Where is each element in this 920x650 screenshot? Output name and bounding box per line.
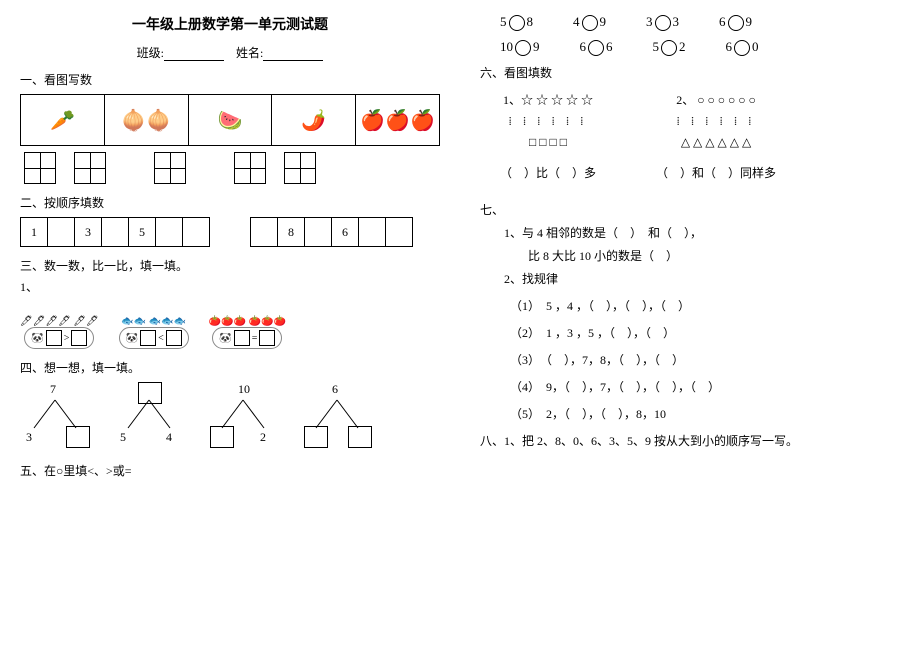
compare-3: 🍅🍅🍅 🍅🍅🍅 🐼= [209, 299, 286, 349]
img-cell: 🧅🧅 [105, 95, 189, 145]
compare-item: 33 [646, 14, 679, 31]
class-label: 班级: [137, 46, 164, 60]
s4-heading: 四、想一想，填一填。 [20, 359, 440, 376]
circle-blank[interactable] [582, 15, 598, 31]
img-cell: 🥕 [21, 95, 105, 145]
s1-heading: 一、看图写数 [20, 71, 440, 88]
number-tree: 73 [20, 382, 90, 452]
seq-cell[interactable]: 8 [278, 218, 305, 246]
s5-row1: 58 49 33 69 [500, 14, 900, 31]
seq-cell[interactable] [386, 218, 412, 246]
seq-table-2: 8 6 [250, 217, 413, 247]
rule-2: （2） 1 ，3 ，5 ，（ ），（ ） [510, 324, 900, 341]
rule-1: （1） 5 ，4 ，（ ），（ ），（ ） [510, 297, 900, 314]
compare-item: 52 [653, 39, 686, 56]
circle-blank[interactable] [588, 40, 604, 56]
section-4: 四、想一想，填一填。 73 54 102 6 [20, 359, 440, 452]
circle-blank[interactable] [661, 40, 677, 56]
seq-cell[interactable] [102, 218, 129, 246]
left-column: 一年级上册数学第一单元测试题 班级: 姓名: 一、看图写数 🥕 🧅🧅 🍉 🌶️ … [0, 0, 460, 650]
circle-blank[interactable] [655, 15, 671, 31]
section-5-heading-row: 五、在○里填<、>或= [20, 462, 440, 479]
seq-cell[interactable] [251, 218, 278, 246]
seq-cell[interactable] [359, 218, 386, 246]
img-cell: 🍉 [189, 95, 273, 145]
name-line: 班级: 姓名: [20, 44, 440, 61]
compare-2: 🐟🐟 🐟🐟🐟 🐼< [119, 299, 189, 349]
seq-cell[interactable] [48, 218, 75, 246]
compare-item: 58 [500, 14, 533, 31]
s6-left: 1、☆ ☆ ☆ ☆ ☆ ⁞ ⁞ ⁞ ⁞ ⁞ ⁞ □ □ □ □ （ ）比（ ）多 [500, 91, 596, 181]
s6-ans1: （ ）比（ ）多 [500, 164, 596, 181]
section-8: 八、1、把 2、8、0、6、3、5、9 按从大到小的顺序写一写。 [480, 432, 900, 449]
seq-table-1: 1 3 5 [20, 217, 210, 247]
seq-cell[interactable]: 6 [332, 218, 359, 246]
image-row: 🥕 🧅🧅 🍉 🌶️ 🍎🍎🍎 [20, 94, 440, 146]
answer-grid[interactable] [284, 152, 316, 184]
s7-q1: 1、与 4 相邻的数是（ ） 和（ ）， [504, 224, 900, 241]
answer-grid[interactable] [24, 152, 56, 184]
seq-cell[interactable]: 1 [21, 218, 48, 246]
s6-ans2: （ ）和（ ）同样多 [656, 164, 776, 181]
s2-heading: 二、按顺序填数 [20, 194, 440, 211]
rule-3: （3） （ ），7，8，（ ），（ ） [510, 351, 900, 368]
number-tree: 6 [302, 382, 372, 452]
page-title: 一年级上册数学第一单元测试题 [20, 14, 440, 34]
number-tree: 54 [114, 382, 184, 452]
s3-label: 1、 [20, 280, 38, 294]
img-cell: 🍎🍎🍎 [356, 95, 439, 145]
right-column: 58 49 33 69 109 66 52 60 六、看图填数 1、☆ ☆ ☆ ☆ ☆ ⁞ … [460, 0, 920, 650]
s7-q2: 2、找规律 [504, 270, 900, 287]
rule-5: （5） 2，（ ），（ ），8，10 [510, 405, 900, 422]
class-blank[interactable] [164, 48, 224, 61]
compare-1: 🖊🖊🖊🖊 🖊🖊 🐼> [20, 299, 99, 349]
name-label: 姓名: [236, 46, 263, 60]
compare-item: 66 [580, 39, 613, 56]
section-2: 二、按顺序填数 1 3 5 8 6 [20, 194, 440, 247]
s6-lines2: ⁞ ⁞ ⁞ ⁞ ⁞ ⁞ [677, 114, 756, 129]
circle-blank[interactable] [515, 40, 531, 56]
s8-heading: 八、1、把 2、8、0、6、3、5、9 按从大到小的顺序写一写。 [480, 432, 900, 449]
compare-item: 49 [573, 14, 606, 31]
rule-4: （4） 9，（ ），7，（ ），（ ），（ ） [510, 378, 900, 395]
s3-heading: 三、数一数，比一比，填一填。 [20, 257, 440, 274]
s6-stars: 1、☆ ☆ ☆ ☆ ☆ [503, 91, 593, 108]
answer-grid-row [24, 152, 440, 184]
compare-item: 69 [719, 14, 752, 31]
number-tree: 102 [208, 382, 278, 452]
s6-tri: △ △ △ △ △ △ [681, 135, 751, 150]
s6-right: 2、 ○ ○ ○ ○ ○ ○ ⁞ ⁞ ⁞ ⁞ ⁞ ⁞ △ △ △ △ △ △ （… [656, 91, 776, 181]
circle-blank[interactable] [734, 40, 750, 56]
s5-row2: 109 66 52 60 [500, 39, 900, 56]
seq-cell[interactable]: 3 [75, 218, 102, 246]
seq-cell[interactable]: 5 [129, 218, 156, 246]
s6-squares: □ □ □ □ [529, 135, 567, 150]
s6-heading: 六、看图填数 [480, 64, 900, 81]
section-7: 七、 1、与 4 相邻的数是（ ） 和（ ）， 比 8 大比 10 小的数是（ … [480, 201, 900, 422]
s7-heading: 七、 [480, 201, 900, 218]
s6-circles: 2、 ○ ○ ○ ○ ○ ○ [676, 91, 756, 108]
seq-cell[interactable] [183, 218, 209, 246]
s6-lines: ⁞ ⁞ ⁞ ⁞ ⁞ ⁞ [509, 114, 588, 129]
answer-grid[interactable] [74, 152, 106, 184]
section-6: 六、看图填数 1、☆ ☆ ☆ ☆ ☆ ⁞ ⁞ ⁞ ⁞ ⁞ ⁞ □ □ □ □ （… [480, 64, 900, 181]
section-1: 一、看图写数 🥕 🧅🧅 🍉 🌶️ 🍎🍎🍎 [20, 71, 440, 184]
circle-blank[interactable] [509, 15, 525, 31]
circle-blank[interactable] [728, 15, 744, 31]
compare-item: 60 [726, 39, 759, 56]
seq-cell[interactable] [305, 218, 332, 246]
img-cell: 🌶️ [272, 95, 356, 145]
compare-item: 109 [500, 39, 540, 56]
answer-grid[interactable] [154, 152, 186, 184]
section-3: 三、数一数，比一比，填一填。 1、 🖊🖊🖊🖊 🖊🖊 🐼> 🐟🐟 🐟🐟🐟 🐼< 🍅… [20, 257, 440, 349]
name-blank[interactable] [263, 48, 323, 61]
s7-q1b: 比 8 大比 10 小的数是（ ） [528, 247, 900, 264]
answer-grid[interactable] [234, 152, 266, 184]
s5-heading: 五、在○里填<、>或= [20, 464, 132, 478]
seq-cell[interactable] [156, 218, 183, 246]
